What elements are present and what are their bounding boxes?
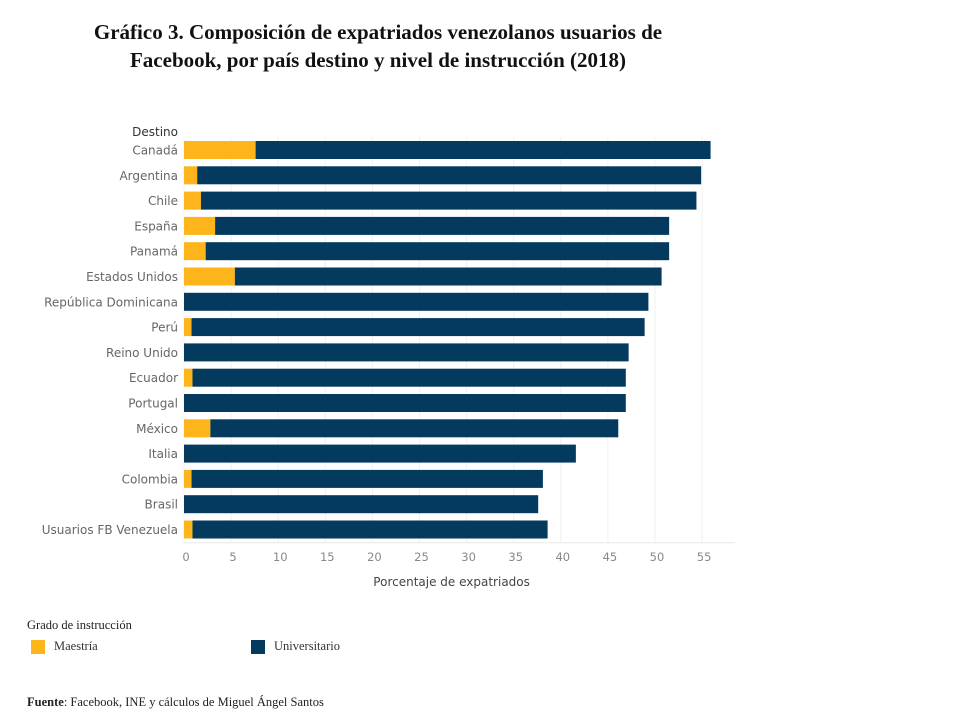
x-tick-label: 10 (273, 550, 288, 564)
x-tick-label: 50 (650, 550, 665, 564)
category-label: Italia (148, 447, 178, 461)
x-tick-label: 40 (555, 550, 570, 564)
bar-segment-maestría (184, 191, 201, 210)
category-label: Brasil (145, 498, 178, 512)
bar-segment-maestría (184, 419, 211, 438)
category-label: República Dominicana (44, 295, 178, 309)
chart-title-line-1: Gráfico 3. Composición de expatriados ve… (93, 20, 663, 44)
category-label: Argentina (119, 169, 178, 183)
bar-segment-universitario (184, 444, 576, 463)
category-label: Panamá (130, 245, 178, 259)
x-tick-label: 45 (603, 550, 618, 564)
x-tick-label: 35 (508, 550, 523, 564)
legend-label-universitario: Universitario (274, 639, 340, 653)
bar-segment-universitario (191, 318, 645, 337)
category-label: España (134, 219, 178, 233)
legend-title: Grado de instrucción (27, 618, 132, 632)
bar-segment-universitario (184, 343, 629, 362)
legend-item-universitario[interactable]: Universitario (251, 639, 340, 654)
x-axis-title: Porcentaje de expatriados (373, 575, 530, 589)
x-tick-label: 55 (697, 550, 712, 564)
category-label: Canadá (132, 144, 178, 158)
bar-segment-universitario (200, 191, 697, 210)
bar-segment-maestría (184, 141, 256, 159)
bar-segment-maestría (184, 520, 193, 539)
y-axis-title: Destino (132, 125, 178, 139)
x-tick-label: 5 (229, 550, 236, 564)
category-label: Portugal (128, 397, 178, 411)
bar-segment-maestría (184, 267, 235, 286)
category-label: Reino Unido (106, 346, 178, 360)
x-tick-label: 0 (182, 550, 189, 564)
category-label: Ecuador (129, 371, 178, 385)
bar-segment-maestría (184, 242, 206, 261)
source-text: : Facebook, INE y cálculos de Miguel Áng… (63, 695, 324, 709)
bar-segment-universitario (192, 368, 626, 387)
bar-segment-universitario (184, 394, 626, 412)
bar-segment-universitario (205, 242, 670, 261)
x-tick-label: 15 (320, 550, 335, 564)
x-tick-label: 30 (461, 550, 476, 564)
category-label: México (136, 422, 178, 436)
x-tick-label: 20 (367, 550, 382, 564)
chart-title-line-2: Facebook, por país destino y nivel de in… (129, 48, 627, 72)
chart-title: Gráfico 3. Composición de expatriados ve… (0, 18, 756, 74)
source-note: Fuente: Facebook, INE y cálculos de Migu… (27, 695, 324, 710)
bar-segment-universitario (192, 520, 548, 539)
bar-segment-universitario (210, 419, 619, 438)
category-label: Estados Unidos (86, 270, 178, 284)
category-label: Perú (151, 321, 178, 335)
bar-segment-universitario (184, 292, 649, 311)
bar-segment-universitario (255, 141, 711, 159)
legend-swatch-maestria (31, 639, 45, 654)
bar-segment-universitario (234, 267, 662, 286)
bar-segment-universitario (215, 216, 670, 235)
x-tick-label: 25 (414, 550, 429, 564)
bar-segment-universitario (184, 495, 539, 514)
bar-segment-maestría (184, 216, 216, 235)
legend-item-maestria[interactable]: Maestría (31, 639, 98, 654)
legend-swatch-universitario (251, 639, 265, 654)
category-label: Chile (148, 194, 178, 208)
bar-segment-maestría (184, 469, 192, 488)
stacked-bar-chart: Destino Canadá Argentina Chile España Panamá E… (42, 125, 736, 589)
bar-segment-maestría (184, 318, 192, 337)
bar-segment-maestría (184, 368, 193, 387)
bar-segment-universitario (191, 469, 543, 488)
legend-label-maestria: Maestría (54, 639, 98, 653)
source-label: Fuente (27, 695, 64, 709)
bar-segment-maestría (184, 166, 198, 185)
bar-segment-universitario (197, 166, 702, 185)
category-label: Usuarios FB Venezuela (42, 523, 178, 537)
category-label: Colombia (122, 472, 178, 486)
